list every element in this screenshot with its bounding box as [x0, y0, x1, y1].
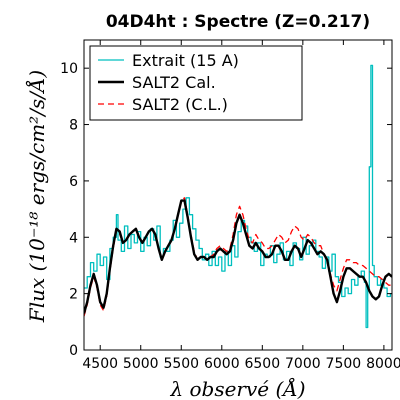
y-tick-label-0: 0 [69, 343, 78, 359]
y-tick-label-5: 10 [60, 61, 78, 77]
x-tick-label-3: 6000 [204, 356, 240, 372]
x-tick-label-4: 6500 [244, 356, 280, 372]
x-tick-label-0: 4500 [82, 356, 118, 372]
x-tick-label-5: 7000 [285, 356, 321, 372]
chart-title: 04D4ht : Spectre (Z=0.217) [106, 12, 370, 32]
x-axis-label: λ observé (Å) [169, 376, 305, 400]
legend-label-2: SALT2 (C.L.) [132, 95, 228, 114]
axes: 4500 5000 5500 6000 6500 7000 7500 8000 0 2 4 6 8 10 [60, 39, 400, 372]
legend-box [89, 45, 303, 121]
x-tick-label-1: 5000 [123, 356, 159, 372]
legend-label-1: SALT2 Cal. [132, 73, 216, 92]
plot-area [84, 64, 392, 329]
legend-label-0: Extrait (15 A) [132, 51, 239, 70]
series-group [84, 64, 392, 329]
series-line-1 [84, 199, 392, 314]
y-tick-label-2: 4 [69, 230, 78, 246]
series-line-2 [84, 197, 392, 317]
legend: Extrait (15 A) SALT2 Cal. SALT2 (C.L.) [89, 45, 303, 121]
x-tick-label-2: 5500 [163, 356, 199, 372]
x-tick-label-6: 7500 [326, 356, 362, 372]
plot-frame [83, 39, 393, 351]
y-tick-label-1: 2 [69, 287, 78, 303]
y-tick-label-4: 8 [69, 118, 78, 134]
y-axis-label: Flux (10⁻¹⁸ ergs/cm²/s/Å) [24, 70, 49, 323]
y-tick-label-3: 6 [69, 174, 78, 190]
x-tick-label-7: 8000 [366, 356, 400, 372]
